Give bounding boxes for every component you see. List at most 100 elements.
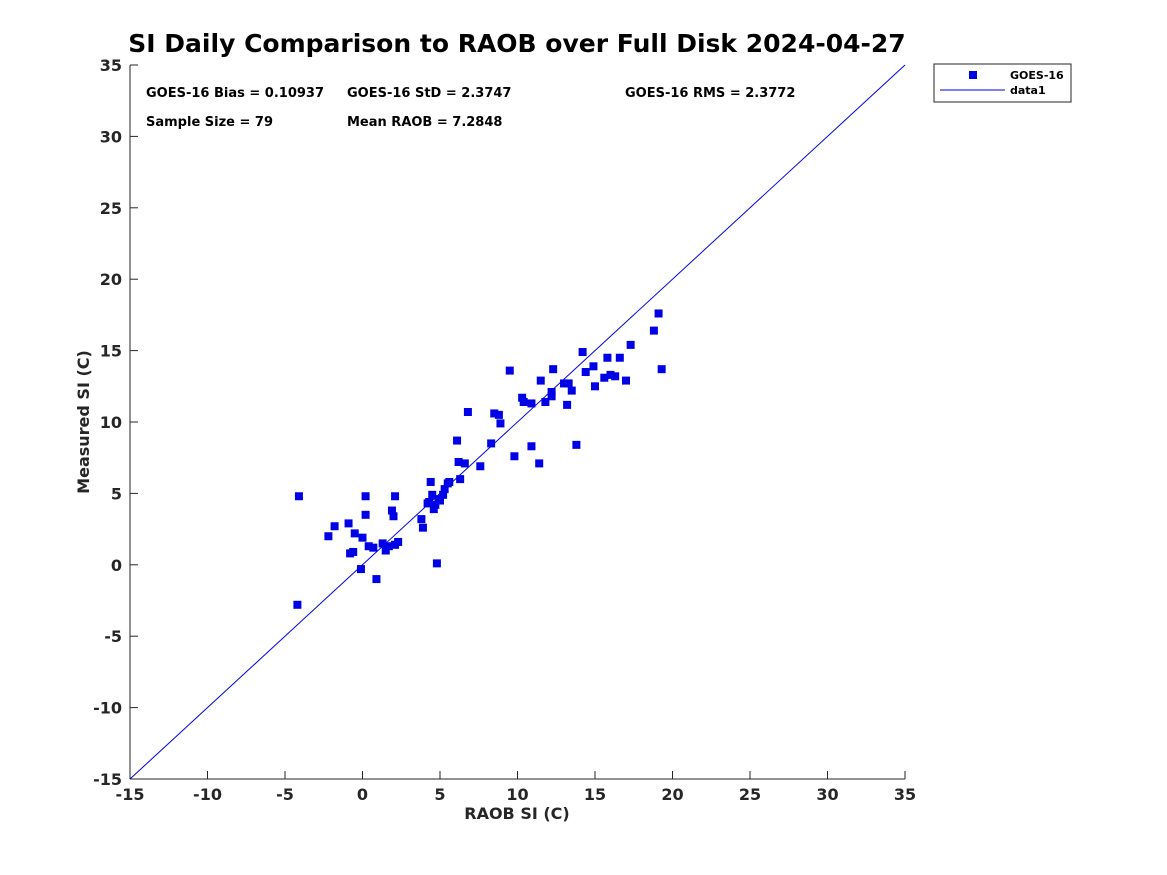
data-point [535, 459, 544, 468]
identity-line [129, 64, 906, 780]
data-point [549, 365, 558, 374]
x-tick-label: 5 [434, 785, 445, 804]
data-point [496, 419, 505, 428]
data-point [429, 505, 438, 514]
data-point [453, 436, 462, 445]
data-point [603, 353, 612, 362]
stat-bias: GOES-16 Bias = 0.10937 [146, 86, 324, 101]
x-tick-label: 35 [894, 785, 916, 804]
data-point [654, 309, 663, 318]
x-tick-label: 25 [739, 785, 761, 804]
data-point [428, 490, 437, 499]
legend-label-data1: data1 [1010, 84, 1046, 97]
data-point [649, 326, 658, 335]
data-point [426, 477, 435, 486]
data-point [615, 353, 624, 362]
data-point [436, 496, 444, 505]
data-point [490, 409, 499, 418]
data-point [591, 382, 599, 391]
data-point [581, 368, 590, 377]
x-tick-label: 20 [661, 785, 683, 804]
x-tick-label: 15 [584, 785, 606, 804]
data-point [505, 366, 514, 375]
legend-label-goes16: GOES-16 [1010, 69, 1064, 82]
data-point [541, 398, 550, 407]
data-point [432, 559, 441, 568]
data-point [361, 510, 370, 519]
data-point [293, 600, 302, 609]
data-point [440, 485, 449, 494]
data-point [572, 440, 581, 449]
data-point [560, 379, 568, 388]
data-point [547, 392, 556, 401]
data-point [536, 376, 545, 385]
data-point [349, 547, 358, 556]
legend-marker-goes16 [969, 71, 977, 79]
data-point [454, 457, 463, 466]
data-point [563, 400, 572, 409]
data-point [391, 540, 400, 549]
data-point [425, 497, 434, 506]
data-point [389, 512, 398, 521]
data-point [519, 398, 528, 407]
data-point [358, 533, 367, 542]
data-point [611, 372, 620, 381]
x-tick-label: -15 [116, 785, 145, 804]
data-point [487, 439, 496, 448]
data-point [344, 519, 353, 528]
data-point [606, 370, 615, 379]
data-point [518, 393, 527, 402]
x-axis-label: RAOB SI (C) [464, 804, 569, 823]
data-point [294, 492, 303, 501]
y-tick-label: 25 [100, 199, 122, 218]
data-point [384, 542, 393, 551]
data-point [476, 462, 485, 471]
data-point [391, 492, 400, 501]
data-point [547, 388, 556, 397]
y-tick-label: 0 [111, 556, 122, 575]
data-point [439, 490, 448, 499]
data-point [510, 452, 519, 461]
data-point [369, 543, 378, 552]
x-tick-label: -10 [193, 785, 222, 804]
data-point [378, 539, 387, 548]
data-points [293, 309, 666, 609]
identity-line-group [129, 64, 906, 780]
data-point [527, 442, 536, 451]
data-point [578, 348, 587, 357]
y-tick-label: 30 [100, 127, 122, 146]
data-point [387, 506, 396, 515]
data-point [657, 365, 666, 374]
data-point [361, 492, 370, 501]
data-point [364, 542, 373, 551]
data-point [431, 500, 440, 509]
data-point [372, 575, 381, 584]
y-tick-label: 20 [100, 270, 122, 289]
legend: GOES-16 data1 [933, 63, 1072, 103]
axes: -15 -10 -5 0 5 10 15 20 25 30 35 -15 -10 -5 0 5 10 15 20 25… [93, 56, 916, 804]
x-tick-label: 30 [816, 785, 838, 804]
y-axis-label: Measured SI (C) [74, 350, 93, 494]
data-point [589, 362, 598, 371]
legend-box [933, 63, 1072, 103]
data-point [567, 386, 576, 395]
data-point [356, 565, 365, 574]
y-tick-label: -15 [93, 770, 122, 789]
data-point [600, 373, 609, 382]
data-point [463, 408, 472, 417]
data-point [494, 410, 503, 419]
stat-mean-raob: Mean RAOB = 7.2848 [347, 115, 502, 130]
data-point [350, 529, 359, 538]
data-point [460, 459, 469, 468]
y-tick-label: 5 [111, 484, 122, 503]
data-point [456, 475, 465, 484]
x-tick-label: 0 [357, 785, 368, 804]
y-tick-label: -5 [104, 627, 122, 646]
data-point [324, 532, 333, 541]
y-tick-label: 35 [100, 56, 122, 75]
y-tick-label: 10 [100, 413, 122, 432]
stat-sample-size: Sample Size = 79 [146, 115, 273, 130]
stat-rms: GOES-16 RMS = 2.3772 [625, 86, 795, 101]
chart-title: SI Daily Comparison to RAOB over Full Di… [128, 29, 905, 58]
